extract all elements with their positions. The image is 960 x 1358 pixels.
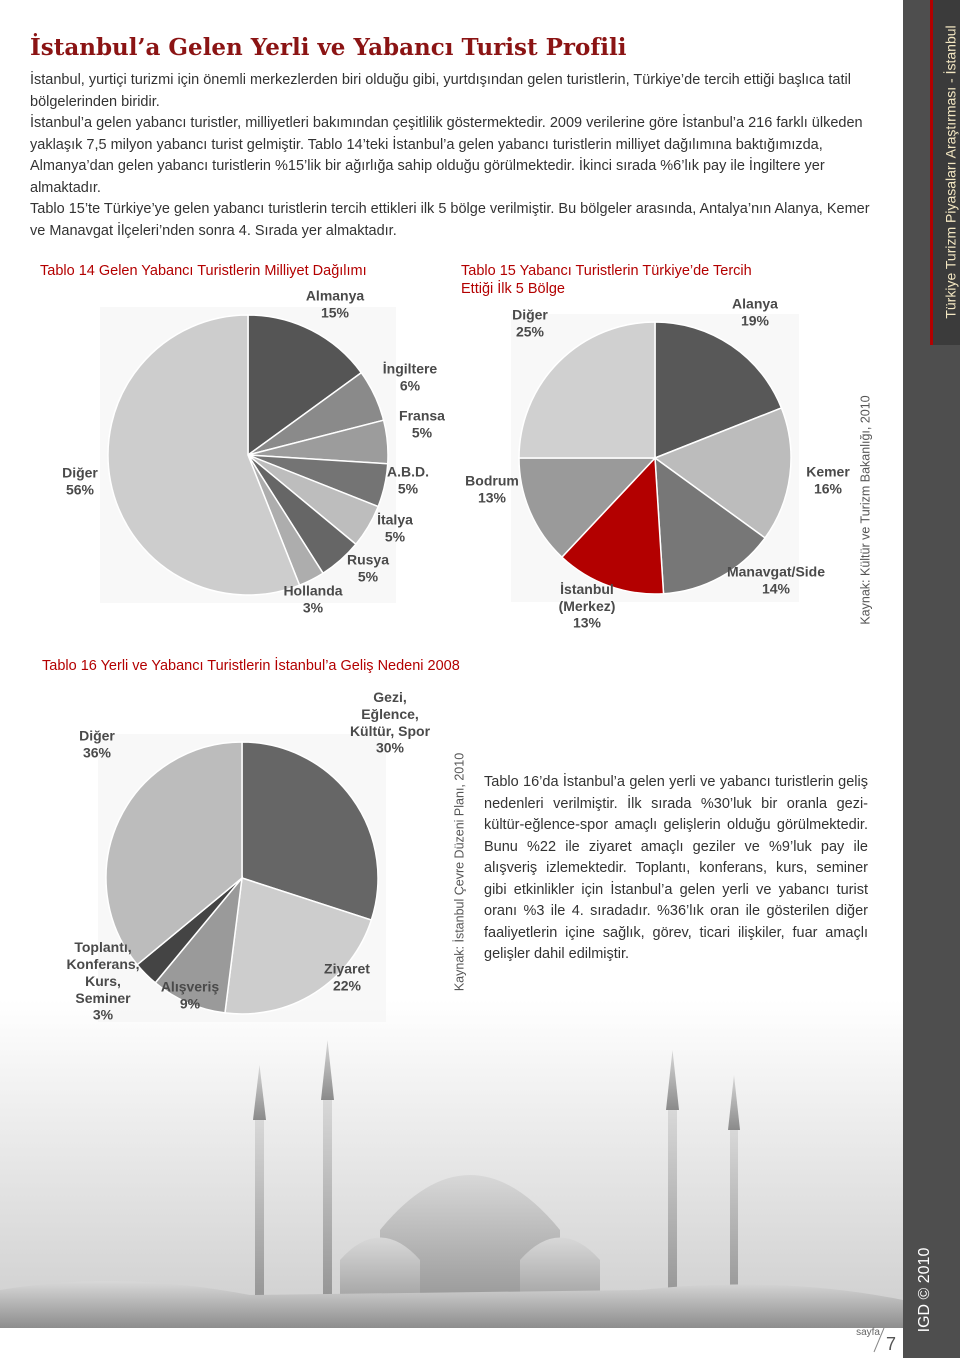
page-word: sayfa xyxy=(856,1327,880,1338)
page-number: 7 xyxy=(886,1334,896,1354)
pie-slice xyxy=(241,741,379,921)
paragraph: Tablo 16’da İstanbul’a gelen yerli ve ya… xyxy=(484,774,868,962)
pie-slice xyxy=(107,314,301,596)
slice-value: 16% xyxy=(814,481,843,497)
bottom-margin xyxy=(0,1328,903,1358)
slice-label: İstanbul (Merkez) xyxy=(559,581,616,614)
page-divider xyxy=(873,1327,885,1353)
slice-label: Fransa xyxy=(399,408,445,424)
slice-label: İngiltere xyxy=(383,361,438,377)
label-line: Eğlence, xyxy=(361,706,419,722)
skyline xyxy=(0,1040,903,1330)
pie-slice xyxy=(518,457,657,559)
slice-label: Toplantı, Konferans, Kurs, Seminer xyxy=(66,939,139,1006)
chart-source: Kaynak: İstanbul Çevre Düzeni Planı, 201… xyxy=(452,753,466,991)
pie-slice xyxy=(654,456,767,595)
label-line: İstanbul xyxy=(560,581,614,597)
pie-slice xyxy=(654,321,783,460)
slice-value: 3% xyxy=(93,1007,114,1023)
intro: İstanbul, yurtiçi turizmi için önemli me… xyxy=(30,70,882,242)
pie-slice xyxy=(224,877,373,1015)
label-line: Kültür, Spor xyxy=(350,723,431,739)
charts: Tablo 14 Gelen Yabancı Turistlerin Milli… xyxy=(40,263,872,1023)
chart-title: Tablo 16 Yerli ve Yabancı Turistlerin İs… xyxy=(42,656,460,674)
slice-value: 14% xyxy=(762,581,791,597)
title: İstanbul’a Gelen Yerli ve Yabancı Turist… xyxy=(30,34,627,61)
slice-label: Ziyaret xyxy=(324,961,370,977)
label-line: Toplantı, xyxy=(74,939,131,955)
slice-value: 13% xyxy=(573,615,602,631)
title-line: Ettiği İlk 5 Bölge xyxy=(461,279,565,297)
pie-slice xyxy=(105,741,243,966)
slice-label: Rusya xyxy=(347,552,389,568)
slice-label: Diğer xyxy=(512,307,548,323)
slice-value: 3% xyxy=(303,600,324,616)
paragraph: Tablo 15’te Türkiye’ye gelen yabancı tur… xyxy=(30,201,870,239)
label-line: Seminer xyxy=(75,990,131,1006)
slice-value: 5% xyxy=(358,569,379,585)
title-line: Tablo 15 Yabancı Turistlerin Türkiye’de … xyxy=(461,263,752,279)
paragraph: İstanbul’a gelen yabancı turistler, mill… xyxy=(30,115,863,196)
pie-slice xyxy=(653,406,792,539)
pie-slice xyxy=(560,456,665,595)
slice-label: A.B.D. xyxy=(387,464,429,480)
slice-value: 25% xyxy=(516,324,545,340)
slice-value: 5% xyxy=(398,481,419,497)
slice-label: Bodrum xyxy=(465,473,519,489)
slice-value: 36% xyxy=(83,745,112,761)
slice-label: Kemer xyxy=(806,464,850,480)
sidebar-title: Türkiye Turizm Piyasaları Araştırması - … xyxy=(942,25,959,318)
slice-value: 6% xyxy=(400,378,421,394)
slice-label: Diğer xyxy=(62,465,98,481)
label-line: Konferans, xyxy=(66,956,139,972)
slice-value: 30% xyxy=(376,740,405,756)
chart-source: Kaynak: Kültür ve Turizm Bakanlığı, 2010 xyxy=(858,395,872,624)
slice-value: 9% xyxy=(180,996,201,1012)
sidebar-tab xyxy=(930,0,960,345)
slice-value: 22% xyxy=(333,978,362,994)
slice-value: 5% xyxy=(412,425,433,441)
label-line: (Merkez) xyxy=(559,598,616,614)
slice-value: 15% xyxy=(321,305,350,321)
slice-label: Diğer xyxy=(79,728,115,744)
slice-label: Gezi, Eğlence, Kültür, Spor xyxy=(350,689,431,739)
slice-value: 19% xyxy=(741,313,770,329)
slice-label: Alanya xyxy=(732,296,778,312)
slice-label: Almanya xyxy=(306,288,365,304)
slice-value: 13% xyxy=(478,490,507,506)
pie-slice xyxy=(518,321,656,459)
label-line: Kurs, xyxy=(85,973,121,989)
sidebar-accent xyxy=(930,0,933,345)
slice-label: İtalya xyxy=(377,512,413,528)
slice-value: 56% xyxy=(66,482,95,498)
slice-value: 5% xyxy=(385,529,406,545)
pie-slice xyxy=(247,314,363,457)
slice-label: Alışveriş xyxy=(161,979,220,995)
chart-title: Tablo 15 Yabancı Turistlerin Türkiye’de … xyxy=(461,263,752,297)
slice-label: Manavgat/Side xyxy=(727,564,825,580)
chart-title: Tablo 14 Gelen Yabancı Turistlerin Milli… xyxy=(40,263,367,279)
label-line: Gezi, xyxy=(373,689,406,705)
paragraph: İstanbul, yurtiçi turizmi için önemli me… xyxy=(30,72,851,110)
copyright: IGD © 2010 xyxy=(916,1248,933,1333)
slice-label: Hollanda xyxy=(283,583,342,599)
